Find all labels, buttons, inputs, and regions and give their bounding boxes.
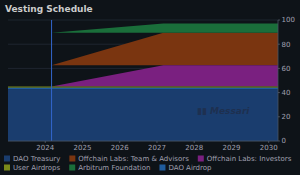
area xyxy=(8,89,278,141)
legend-swatch xyxy=(69,165,75,171)
x-tick-label: 2026 xyxy=(111,144,129,152)
x-tick-label: 2030 xyxy=(260,144,278,152)
legend-label: DAO Airdrop xyxy=(168,164,212,172)
x-tick xyxy=(268,141,269,143)
legend: DAO Treasury Offchain Labs: Team & Adviso… xyxy=(4,155,292,172)
area xyxy=(8,87,278,88)
x-tick xyxy=(82,141,83,143)
x-tick xyxy=(194,141,195,143)
area xyxy=(8,33,278,66)
legend-item: Offchain Labs: Team & Advisors xyxy=(69,155,189,163)
y-tick xyxy=(278,20,280,21)
y-tick xyxy=(278,92,280,93)
legend-label: Offchain Labs: Team & Advisors xyxy=(78,155,189,163)
area xyxy=(8,88,278,89)
legend-swatch xyxy=(198,156,204,162)
x-tick-label: 2028 xyxy=(185,144,203,152)
legend-swatch xyxy=(4,156,10,162)
y-tick xyxy=(278,116,280,117)
x-tick-label: 2029 xyxy=(223,144,241,152)
y-tick-label: 80 xyxy=(282,41,291,49)
legend-label: Offchain Labs: Investors xyxy=(207,155,292,163)
y-tick-label: 100 xyxy=(282,16,295,24)
y-tick xyxy=(278,44,280,45)
title: Vesting Schedule xyxy=(5,4,93,14)
watermark: ▮▮ Messari xyxy=(197,106,250,116)
x-tick xyxy=(45,141,46,143)
y-axis-line xyxy=(278,20,279,141)
x-tick-label: 2027 xyxy=(148,144,166,152)
highlight-line xyxy=(51,20,52,141)
x-tick-label: 2024 xyxy=(36,144,54,152)
legend-item: Arbitrum Foundation xyxy=(69,164,150,172)
x-tick-label: 2025 xyxy=(74,144,92,152)
y-tick xyxy=(278,141,280,142)
legend-label: DAO Treasury xyxy=(13,155,60,163)
y-tick-label: 20 xyxy=(282,113,291,121)
y-tick-label: 60 xyxy=(282,65,291,73)
grid-line xyxy=(8,20,278,21)
legend-swatch xyxy=(159,165,165,171)
legend-swatch xyxy=(4,165,10,171)
x-tick xyxy=(156,141,157,143)
legend-item: DAO Airdrop xyxy=(159,164,212,172)
areas xyxy=(8,20,278,141)
legend-label: User Airdrops xyxy=(13,164,61,172)
x-axis-line xyxy=(8,141,278,142)
x-tick xyxy=(119,141,120,143)
x-tick xyxy=(231,141,232,143)
chart: Vesting Schedule DAO Treasury Offchain Lab… xyxy=(0,0,300,175)
legend-item: Offchain Labs: Investors xyxy=(198,155,292,163)
background xyxy=(0,0,300,175)
grid-line xyxy=(8,141,278,142)
area xyxy=(8,65,278,86)
y-tick xyxy=(278,68,280,69)
area xyxy=(8,24,278,33)
legend-item: DAO Treasury xyxy=(4,155,60,163)
legend-swatch xyxy=(69,156,75,162)
y-tick-label: 0 xyxy=(282,137,286,145)
legend-label: Arbitrum Foundation xyxy=(78,164,150,172)
legend-item: User Airdrops xyxy=(4,164,61,172)
y-tick-label: 40 xyxy=(282,89,291,97)
